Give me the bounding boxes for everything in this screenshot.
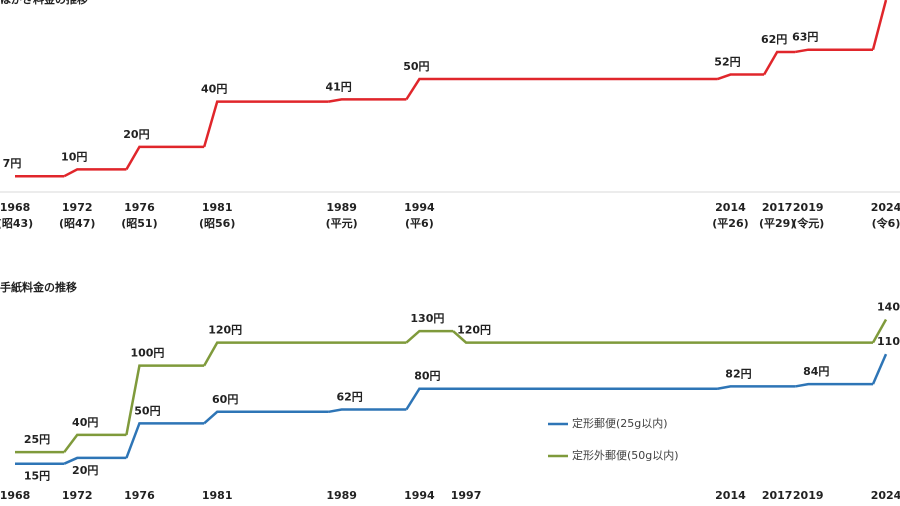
data-label: 20円 xyxy=(123,128,149,141)
x-tick-label: 1994 xyxy=(404,201,435,214)
step-line xyxy=(763,50,796,76)
step-line xyxy=(405,329,454,344)
x-tick-sublabel: (昭47) xyxy=(59,217,95,230)
step-line xyxy=(125,145,205,171)
data-label: 63円 xyxy=(792,31,818,44)
data-label: 140円 xyxy=(877,301,900,314)
legend-label: 定形外郵便(50g以内) xyxy=(572,448,679,462)
x-tick-label: 1972 xyxy=(62,489,93,502)
step-line xyxy=(795,382,873,388)
data-label: 50円 xyxy=(403,60,429,73)
data-label: 40円 xyxy=(72,416,98,429)
x-tick-label: 1972 xyxy=(62,201,93,214)
step-line xyxy=(63,168,127,178)
x-tick-sublabel: (昭51) xyxy=(121,217,157,230)
x-tick-label: 1968 xyxy=(0,201,30,214)
data-label: 82円 xyxy=(725,367,751,380)
data-label: 60円 xyxy=(212,393,238,406)
step-line xyxy=(452,330,873,344)
data-label: 80円 xyxy=(414,370,440,383)
x-tick-sublabel: (平6) xyxy=(405,217,434,230)
step-line xyxy=(328,408,407,414)
data-label: 15円 xyxy=(24,470,50,483)
x-tick-label: 1968 xyxy=(0,489,30,502)
step-line xyxy=(63,456,127,465)
step-line xyxy=(871,353,888,385)
step-line xyxy=(203,341,407,367)
step-line xyxy=(125,422,205,459)
step-line xyxy=(63,433,127,453)
step-line xyxy=(871,0,888,51)
chart-title: 手紙料金の推移 xyxy=(0,280,77,294)
data-label: 10円 xyxy=(61,150,87,163)
x-tick-sublabel: (令6) xyxy=(872,216,900,230)
x-tick-label: 1994 xyxy=(404,489,435,502)
x-tick-label: 2019 xyxy=(793,201,824,214)
data-label: 50円 xyxy=(134,404,160,417)
step-line xyxy=(405,77,718,101)
step-line xyxy=(405,387,718,411)
x-tick-label: 2014 xyxy=(715,489,746,502)
x-tick-label: 1989 xyxy=(326,201,357,214)
data-label: 62円 xyxy=(761,33,787,46)
x-tick-label: 2024 xyxy=(871,201,900,214)
data-label: 20円 xyxy=(72,464,98,477)
chart-title: はがき料金の推移 xyxy=(0,0,88,6)
x-tick-sublabel: (昭43) xyxy=(0,217,33,230)
x-tick-sublabel: (平元) xyxy=(326,217,358,230)
step-line xyxy=(871,318,888,344)
data-label: 84円 xyxy=(803,365,829,378)
x-tick-label: 1981 xyxy=(202,489,233,502)
legend-label: 定形郵便(25g以内) xyxy=(572,416,668,430)
step-line xyxy=(717,385,796,390)
data-label: 25円 xyxy=(24,433,50,446)
x-tick-label: 2017 xyxy=(762,201,793,214)
x-tick-sublabel: (平29) xyxy=(759,217,795,230)
x-tick-label: 1981 xyxy=(202,201,233,214)
data-label: 7円 xyxy=(3,157,22,170)
x-tick-label: 2017 xyxy=(762,489,793,502)
x-tick-sublabel: (平26) xyxy=(712,217,748,230)
data-label: 52円 xyxy=(714,56,740,69)
data-label: 100円 xyxy=(130,347,164,360)
step-line xyxy=(795,48,873,54)
x-tick-label: 1976 xyxy=(124,201,155,214)
x-tick-label: 1989 xyxy=(326,489,357,502)
x-tick-label: 1997 xyxy=(451,489,482,502)
x-tick-label: 2024 xyxy=(871,489,900,502)
x-tick-label: 1976 xyxy=(124,489,155,502)
step-line xyxy=(328,98,407,103)
data-label: 40円 xyxy=(201,83,227,96)
data-label: 62円 xyxy=(336,390,362,403)
data-label: 120円 xyxy=(208,324,242,337)
step-line xyxy=(202,100,329,148)
data-label: 120円 xyxy=(457,324,491,337)
x-tick-sublabel: (昭56) xyxy=(199,217,235,230)
step-line xyxy=(125,364,205,436)
data-label: 41円 xyxy=(325,80,351,93)
data-label: 110円 xyxy=(877,335,900,348)
x-tick-label: 2014 xyxy=(715,201,746,214)
step-line xyxy=(203,410,329,425)
data-label: 130円 xyxy=(410,312,444,325)
x-tick-sublabel: (令元) xyxy=(792,216,824,230)
x-tick-label: 2019 xyxy=(793,489,824,502)
step-line xyxy=(717,73,765,81)
